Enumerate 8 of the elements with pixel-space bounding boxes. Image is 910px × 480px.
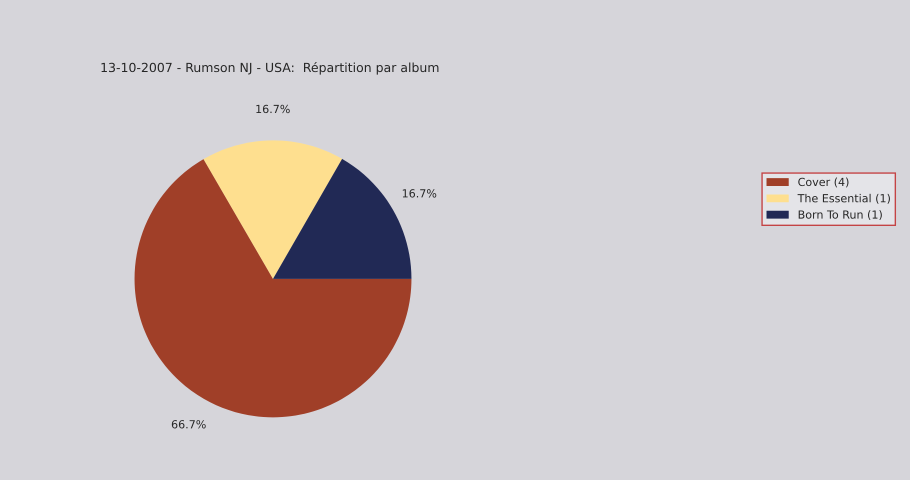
data-label: 16.7%	[402, 189, 436, 198]
legend-label: The Essential (1)	[798, 194, 890, 204]
pie-slice	[204, 140, 342, 279]
data-label: 16.7%	[256, 104, 290, 114]
legend-label: Born To Run (1)	[798, 210, 882, 220]
chart-title: 13-10-2007 - Rumson NJ - USA: Répartition par album	[101, 62, 438, 75]
legend-label: Cover (4)	[798, 178, 848, 188]
data-label: 66.7%	[172, 420, 206, 428]
